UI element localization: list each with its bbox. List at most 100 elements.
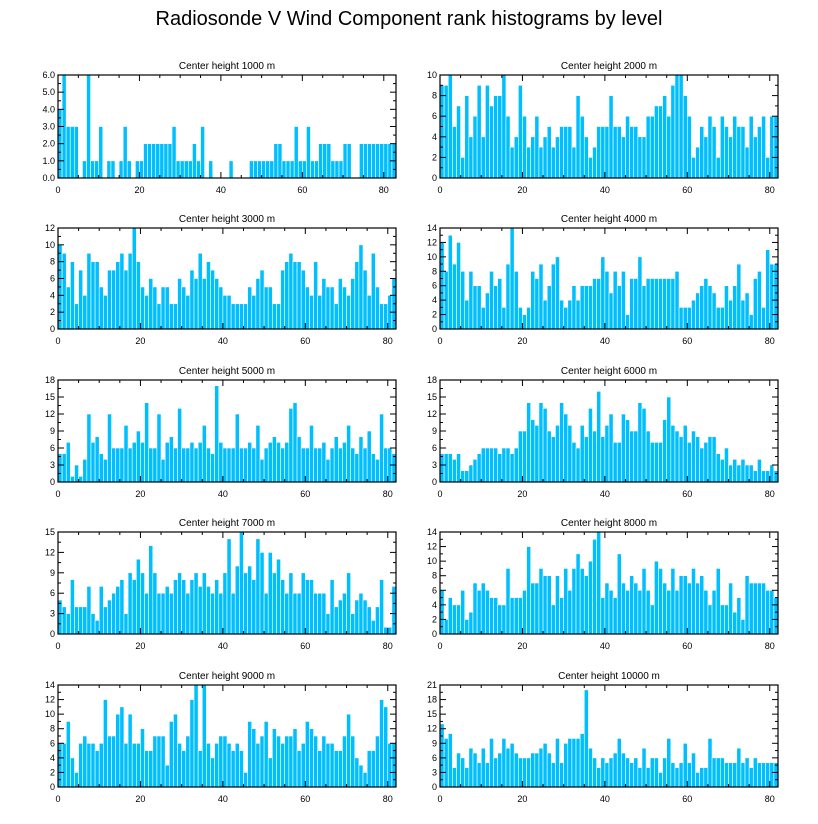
histogram-bar — [65, 721, 71, 788]
histogram-bar — [86, 413, 92, 483]
histogram-bar — [329, 286, 335, 330]
histogram-bar — [300, 572, 306, 635]
y-tick-label: 3 — [50, 460, 55, 470]
histogram-bar — [542, 408, 548, 483]
x-tick-label: 0 — [437, 489, 442, 499]
histogram-bar — [608, 413, 614, 483]
histogram-bar — [592, 757, 597, 788]
histogram-bar — [724, 604, 729, 635]
x-tick-label: 40 — [218, 641, 228, 651]
histogram-bar — [284, 261, 290, 330]
histogram-bar — [358, 436, 364, 483]
y-tick-label: 5.0 — [42, 87, 55, 97]
histogram-bar — [61, 606, 67, 635]
panel-title: Center height 7000 m — [179, 518, 275, 529]
histogram-bar — [214, 278, 220, 330]
histogram-bar — [480, 307, 486, 330]
histogram-bar — [645, 589, 651, 635]
histogram-bar — [600, 597, 606, 635]
histogram-bar — [70, 261, 75, 330]
x-tick-label: 0 — [55, 336, 60, 346]
histogram-bar — [612, 752, 618, 788]
x-tick-label: 40 — [218, 794, 228, 804]
histogram-bar — [588, 408, 593, 483]
histogram-bar — [596, 767, 602, 788]
histogram-bar — [193, 447, 199, 483]
histogram-bar — [468, 136, 474, 179]
panel-title: Center height 5000 m — [179, 366, 275, 377]
histogram-bar — [257, 160, 262, 179]
histogram-bar — [383, 303, 389, 330]
histogram-bar — [773, 762, 779, 788]
histogram-bar — [90, 742, 96, 788]
histogram-bar — [263, 447, 269, 483]
histogram-bar — [296, 750, 302, 788]
histogram-bar — [670, 425, 676, 483]
histogram-bar — [699, 285, 705, 330]
histogram-bar — [135, 160, 140, 179]
y-tick-label: 0 — [432, 173, 437, 183]
histogram-bar — [310, 160, 315, 179]
y-tick-label: 12 — [427, 724, 437, 734]
histogram-bar — [201, 425, 207, 483]
histogram-bar — [78, 269, 84, 330]
histogram-bar — [342, 442, 347, 483]
histogram-bar — [740, 126, 746, 179]
histogram-bar — [293, 126, 299, 179]
histogram-bar — [309, 728, 314, 788]
histogram-bar — [346, 425, 351, 483]
panel-title: Center height 1000 m — [179, 61, 275, 72]
histogram-bar — [480, 136, 486, 179]
histogram-bar — [317, 750, 323, 788]
y-tick-label: 10 — [427, 556, 437, 566]
y-tick-label: 18 — [427, 695, 437, 705]
histogram-bar — [346, 713, 351, 788]
y-tick-label: 12 — [427, 409, 437, 419]
histogram-bar — [110, 160, 116, 179]
histogram-bar — [313, 592, 318, 635]
histogram-bar — [719, 757, 725, 788]
histogram-bar — [305, 579, 310, 635]
histogram-bar — [350, 735, 356, 788]
y-tick-label: 6 — [50, 738, 55, 748]
histogram-bar — [678, 575, 684, 635]
histogram-bar — [379, 579, 384, 635]
histogram-bar — [765, 157, 771, 179]
histogram-bar — [748, 115, 754, 179]
histogram-bar — [115, 261, 121, 330]
histogram-bar — [670, 762, 676, 788]
histogram-bar — [239, 303, 244, 330]
histogram-bar — [588, 285, 593, 330]
y-tick-label: 14 — [427, 527, 437, 537]
histogram-bar — [480, 582, 486, 635]
histogram-bar — [280, 269, 286, 330]
histogram-bar — [542, 742, 548, 788]
histogram-bar — [358, 764, 364, 788]
histogram-bar — [259, 269, 265, 330]
histogram-bar — [509, 453, 515, 483]
histogram-bar — [65, 442, 71, 483]
histogram-bar — [269, 160, 275, 179]
histogram-bar — [239, 750, 244, 788]
histogram-bar — [518, 430, 523, 483]
histogram-bar — [350, 447, 356, 483]
histogram-bar — [350, 278, 356, 330]
histogram-bar — [724, 285, 729, 330]
histogram-bar — [744, 575, 750, 635]
histogram-bar — [711, 589, 717, 635]
histogram-bar — [592, 278, 597, 330]
histogram-bar — [98, 126, 104, 179]
histogram-bar — [306, 126, 311, 179]
histogram-bar — [118, 160, 124, 179]
histogram-bar — [575, 447, 581, 483]
histogram-bar — [596, 531, 602, 635]
histogram-bar — [452, 459, 457, 483]
y-tick-label: 6 — [50, 588, 55, 598]
histogram-bar — [163, 143, 169, 179]
histogram-bar — [757, 270, 762, 330]
histogram-bar — [288, 735, 294, 788]
x-tick-label: 20 — [517, 185, 527, 195]
histogram-bar — [682, 307, 688, 330]
histogram-bar — [111, 447, 117, 483]
histogram-bar — [637, 767, 643, 788]
